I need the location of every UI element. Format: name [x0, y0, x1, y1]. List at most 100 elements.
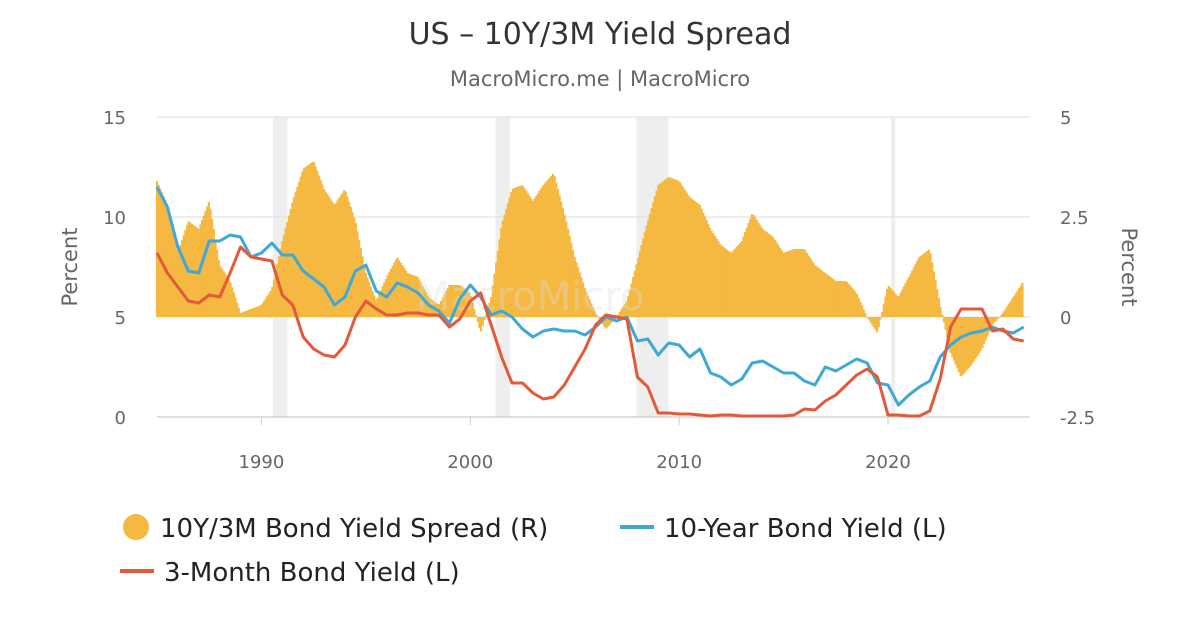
spread-bar-231 [541, 185, 545, 317]
spread-bar-277 [618, 311, 621, 317]
spread-bar-66 [266, 296, 269, 317]
spread-bar-460 [924, 252, 927, 317]
spread-bar-316 [683, 189, 687, 317]
spread-bar-182 [459, 285, 463, 317]
spread-bar-327 [702, 212, 705, 317]
spread-bar-426 [867, 317, 870, 320]
spread-bar-27 [201, 220, 204, 317]
legend-3m-label: 3-Month Bond Yield (L) [164, 558, 460, 588]
spread-bar-189 [471, 302, 474, 317]
spread-bar-396 [817, 267, 820, 317]
spread-bar-354 [747, 223, 750, 317]
spread-bar-74 [279, 248, 282, 317]
spread-bar-333 [712, 233, 715, 317]
spread-bar-504 [997, 317, 1001, 318]
spread-bar-516 [1018, 288, 1021, 317]
legend-10y-label: 10-Year Bond Yield (L) [664, 514, 947, 544]
spread-bar-15 [180, 240, 184, 317]
spread-bar-8 [169, 218, 172, 317]
spread-bar-1 [157, 184, 160, 317]
spread-bar-391 [809, 257, 812, 317]
spread-bar-34 [212, 229, 215, 317]
spread-bar-10 [172, 233, 175, 317]
spread-bar-127 [368, 281, 371, 317]
spread-bar-37 [217, 259, 220, 317]
spread-bar-126 [366, 277, 369, 317]
spread-bar-435 [882, 304, 885, 317]
spread-bar-2 [159, 188, 162, 317]
spread-bar-200 [490, 297, 493, 317]
spread-bar-114 [346, 196, 349, 317]
spread-bar-145 [398, 260, 401, 317]
spread-bar-77 [284, 228, 287, 317]
spread-bar-348 [737, 244, 740, 317]
spread-bar-264 [596, 316, 600, 318]
spread-bar-263 [595, 314, 598, 317]
spread-bar-510 [1008, 303, 1011, 317]
spread-bar-439 [889, 287, 892, 317]
spread-bar-352 [744, 232, 747, 317]
spread-bar-336 [717, 241, 720, 317]
spread-bar-49 [237, 307, 240, 317]
spread-bar-216 [516, 186, 519, 317]
spread-bar-502 [994, 317, 997, 322]
spread-bar-244 [563, 214, 566, 317]
spread-bar-374 [780, 250, 783, 317]
spread-bar-357 [752, 214, 755, 317]
legend-item-3m[interactable]: 3-Month Bond Yield (L) [120, 558, 460, 588]
spread-bar-122 [359, 248, 362, 317]
spread-bar-365 [765, 232, 768, 317]
spread-bar-370 [774, 240, 777, 317]
spread-bar-430 [874, 317, 877, 330]
spread-bar-60 [256, 306, 259, 317]
spread-bar-47 [234, 297, 237, 317]
spread-bar-40 [222, 271, 225, 317]
spread-bar-489 [972, 317, 976, 362]
spread-bar-96 [316, 171, 319, 317]
spread-bar-481 [959, 317, 962, 377]
spread-bar-242 [560, 201, 563, 317]
spread-bar-149 [404, 270, 408, 317]
series-3m-line[interactable] [155, 245, 1024, 418]
spread-bar-344 [730, 252, 733, 317]
spread-bar-225 [531, 201, 535, 317]
spread-bar-337 [718, 243, 722, 317]
spread-bar-59 [254, 307, 257, 317]
spread-bar-67 [267, 293, 271, 317]
spread-bar-123 [361, 256, 364, 317]
spread-bar-42 [226, 276, 229, 317]
spread-bar-153 [411, 274, 414, 317]
spread-bar-382 [794, 249, 797, 317]
spread-bar-308 [670, 178, 673, 317]
spread-bar-226 [533, 198, 536, 317]
spread-bar-81 [291, 202, 294, 317]
spread-bar-399 [822, 271, 825, 317]
spread-bar-388 [804, 250, 807, 317]
spread-bar-407 [835, 281, 839, 317]
spread-bar-329 [705, 220, 708, 317]
legend-item-10y[interactable]: 10-Year Bond Yield (L) [620, 514, 947, 544]
right-tick-label-1: 0 [1060, 308, 1071, 329]
spread-bar-85 [297, 181, 301, 317]
spread-bar-292 [643, 232, 646, 317]
spread-bar-178 [453, 285, 456, 317]
spread-bar-452 [911, 270, 914, 317]
spread-bar-368 [770, 236, 773, 317]
legend-item-spread[interactable]: 10Y/3M Bond Yield Spread (R) [123, 514, 548, 544]
spread-bar-202 [493, 273, 496, 317]
spread-bar-339 [722, 246, 725, 317]
spread-bar-243 [561, 208, 565, 317]
spread-bar-440 [891, 289, 894, 317]
spread-bar-103 [327, 196, 331, 317]
right-tick-label-3: 5 [1060, 108, 1071, 129]
spread-bar-265 [598, 317, 601, 320]
spread-bar-427 [869, 317, 872, 323]
spread-bar-297 [652, 202, 655, 317]
spread-bar-350 [740, 241, 743, 317]
spread-bar-12 [175, 249, 179, 317]
spread-bar-375 [782, 253, 785, 317]
spread-bar-505 [999, 315, 1002, 317]
legend: 10Y/3M Bond Yield Spread (R) 10-Year Bon… [120, 514, 947, 588]
spread-bar-353 [745, 227, 748, 317]
spread-bar-303 [662, 181, 665, 317]
